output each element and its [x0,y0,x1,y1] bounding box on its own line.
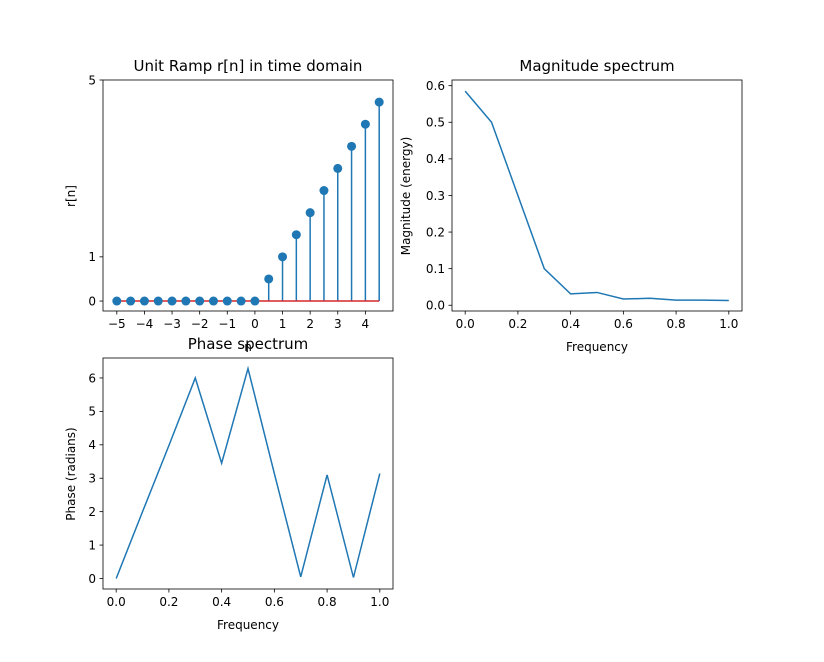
magnitude-ytick-label: 0.1 [426,262,445,276]
ramp-ytick-label: 1 [88,250,96,264]
ramp-title: Unit Ramp r[n] in time domain [134,57,363,75]
magnitude-xtick-label: 0.4 [561,317,580,331]
magnitude-ytick-label: 0.3 [426,189,445,203]
magnitude-ylabel: Magnitude (energy) [399,137,413,256]
phase-xtick-label: 0.0 [107,595,126,609]
ramp-xlabel: n [244,340,252,354]
ramp-ylabel: r[n] [64,185,78,207]
ramp-ytick-label: 5 [88,73,96,87]
ramp-y-ticks: 0 1 5 [88,73,103,308]
ramp-stem-marker [208,296,218,306]
phase-ytick-label: 3 [88,472,96,486]
ramp-stem-marker [181,296,191,306]
ramp-stems [112,97,384,306]
phase-xtick-label: 0.4 [212,595,231,609]
ramp-xtick-label: −5 [108,317,126,331]
magnitude-ytick-label: 0.2 [426,225,445,239]
ramp-xtick-label: −4 [136,317,154,331]
magnitude-chart: Magnitude spectrum Frequency Magnitude (… [399,57,743,354]
ramp-stem-marker [347,141,357,151]
phase-chart: Phase spectrum Frequency Phase (radians)… [64,335,394,632]
phase-ytick-label: 4 [88,438,96,452]
ramp-stem-marker [195,296,205,306]
phase-series-line [115,365,381,579]
phase-line [115,365,381,579]
phase-xtick-label: 0.6 [265,595,284,609]
magnitude-x-ticks: 0.0 0.2 0.4 0.6 0.8 1.0 [456,311,738,331]
magnitude-line [464,90,729,302]
phase-ytick-label: 1 [88,538,96,552]
ramp-stem-marker [139,296,149,306]
phase-ytick-label: 0 [88,572,96,586]
phase-xtick-label: 1.0 [370,595,389,609]
phase-xlabel: Frequency [217,618,279,632]
ramp-chart: Unit Ramp r[n] in time domain n r[n] −5−… [64,57,394,354]
ramp-stem-marker [374,97,384,107]
ramp-stem-marker [319,186,329,196]
magnitude-title: Magnitude spectrum [519,57,674,75]
ramp-xtick-label: 3 [334,317,342,331]
ramp-stem-marker [236,296,246,306]
magnitude-xlabel: Frequency [566,340,628,354]
magnitude-ytick-label: 0.0 [426,299,445,313]
phase-axes-frame [102,357,394,590]
ramp-xtick-label: 2 [306,317,314,331]
ramp-stem-marker [278,252,288,262]
ramp-stem-marker [126,296,136,306]
magnitude-xtick-label: 0.0 [456,317,475,331]
magnitude-ytick-label: 0.4 [426,152,445,166]
magnitude-xtick-label: 0.2 [508,317,527,331]
ramp-x-ticks: −5 −4 −3 −2 −1 0 1 2 3 4 [108,311,369,331]
ramp-stem-marker [167,296,177,306]
phase-y-ticks: 0 1 2 3 4 5 6 [88,371,103,586]
magnitude-axes-frame [451,79,743,312]
ramp-stem-marker [264,274,274,284]
magnitude-xtick-label: 0.6 [614,317,633,331]
phase-ytick-label: 5 [88,405,96,419]
ramp-xtick-label: 0 [251,317,259,331]
ramp-xtick-label: 1 [279,317,287,331]
magnitude-xtick-label: 1.0 [719,317,738,331]
ramp-xtick-label: −2 [191,317,209,331]
phase-xtick-label: 0.2 [159,595,178,609]
magnitude-ytick-label: 0.5 [426,116,445,130]
ramp-stem-marker [112,296,122,306]
magnitude-y-ticks: 0.0 0.1 0.2 0.3 0.4 0.5 0.6 [426,79,452,313]
phase-xtick-label: 0.8 [318,595,337,609]
phase-ylabel: Phase (radians) [64,427,78,520]
ramp-axes-frame [102,79,394,312]
ramp-ytick-label: 0 [88,294,96,308]
ramp-stem-marker [250,296,260,306]
ramp-stem-marker [291,230,301,240]
ramp-xtick-label: 4 [362,317,370,331]
ramp-stem-marker [222,296,232,306]
ramp-stem-marker [305,208,315,218]
phase-x-ticks: 0.0 0.2 0.4 0.6 0.8 1.0 [107,589,389,609]
ramp-stem-marker [153,296,163,306]
ramp-stem-marker [360,119,370,129]
phase-ytick-label: 2 [88,505,96,519]
magnitude-ytick-label: 0.6 [426,79,445,93]
ramp-xtick-label: −1 [218,317,236,331]
phase-title: Phase spectrum [188,335,309,353]
ramp-xtick-label: −3 [163,317,181,331]
phase-ytick-label: 6 [88,371,96,385]
magnitude-series-line [464,90,729,302]
magnitude-xtick-label: 0.8 [667,317,686,331]
ramp-stem-marker [333,163,343,173]
